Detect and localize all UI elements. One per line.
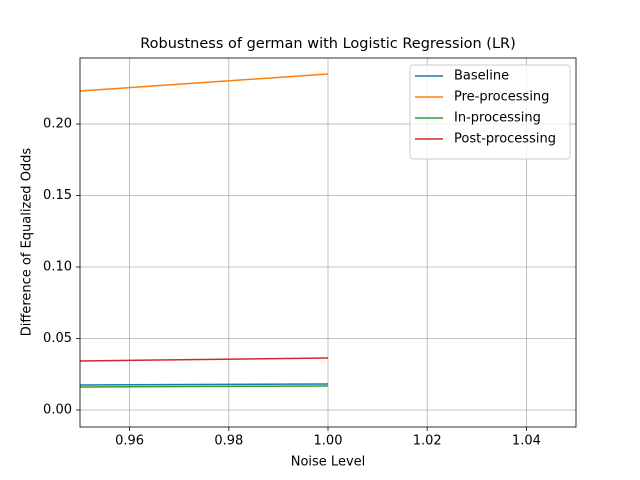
x-tick-label: 1.00 bbox=[314, 434, 343, 449]
legend-box bbox=[409, 64, 571, 160]
legend-label: Pre-processing bbox=[454, 90, 549, 105]
data-line bbox=[79, 357, 329, 362]
x-tick-label: 1.02 bbox=[413, 434, 442, 449]
data-line bbox=[79, 73, 329, 92]
data-line bbox=[79, 385, 329, 388]
y-tick-label: 0.15 bbox=[43, 188, 72, 203]
y-tick-label: 0.05 bbox=[43, 331, 72, 346]
data-line bbox=[79, 383, 329, 386]
x-axis-label: Noise Level bbox=[291, 455, 366, 470]
legend-label: Post-processing bbox=[454, 132, 556, 147]
x-tick-label: 1.04 bbox=[512, 434, 541, 449]
legend-label: Baseline bbox=[454, 69, 509, 84]
y-tick-label: 0.10 bbox=[43, 260, 72, 275]
x-tick-label: 0.96 bbox=[115, 434, 144, 449]
legend-label: In-processing bbox=[454, 111, 541, 126]
y-axis-label: Difference of Equalized Odds bbox=[20, 148, 35, 337]
y-tick-label: 0.20 bbox=[43, 117, 72, 132]
plot-frame bbox=[79, 57, 577, 428]
x-tick-label: 0.98 bbox=[214, 434, 243, 449]
chart-title: Robustness of german with Logistic Regre… bbox=[140, 36, 516, 52]
y-tick-label: 0.00 bbox=[43, 402, 72, 417]
